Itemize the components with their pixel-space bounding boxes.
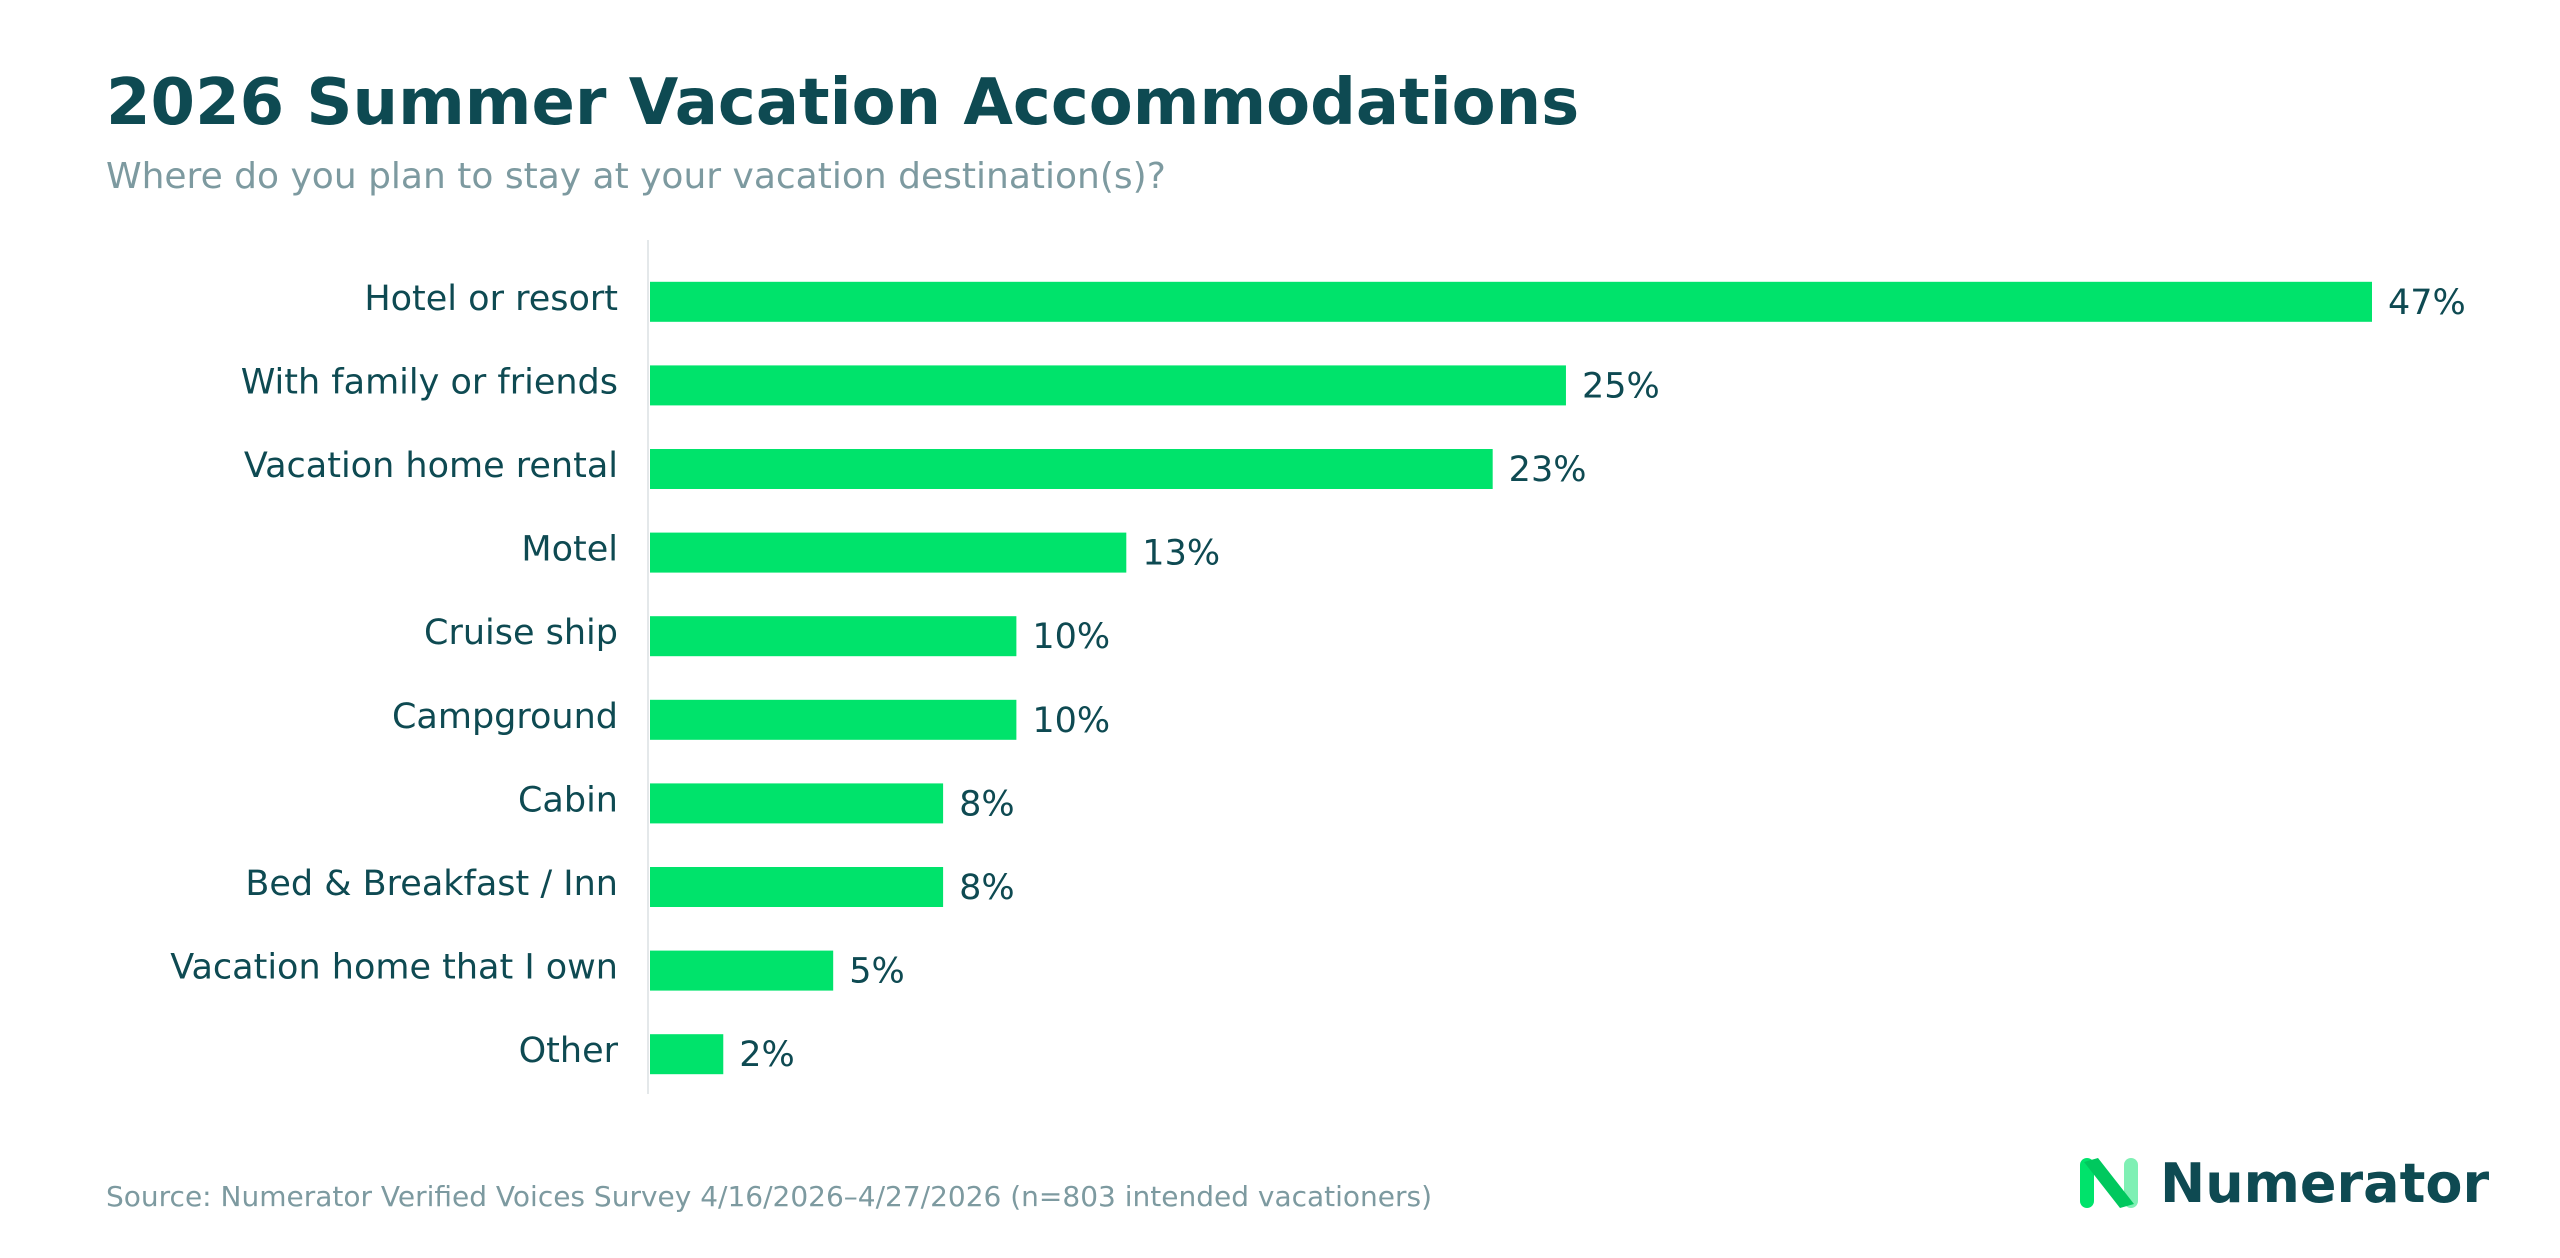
numerator-logo: Numerator [2078, 1148, 2489, 1218]
bar [650, 699, 1017, 740]
value-label: 2% [739, 1035, 795, 1075]
category-label: Vacation home rental [244, 446, 618, 486]
chart-subtitle: Where do you plan to stay at your vacati… [106, 156, 1166, 197]
bar [650, 783, 944, 824]
category-label: Campground [392, 697, 618, 737]
brand-name: Numerator [2160, 1151, 2490, 1215]
bars-group: Hotel or resort 47% With family or friends… [170, 279, 2466, 1075]
bar [650, 616, 1017, 657]
category-label: With family or friends [241, 362, 618, 402]
numerator-n-icon [2080, 1158, 2138, 1208]
value-label: 8% [959, 784, 1015, 824]
value-label: 8% [959, 868, 1015, 908]
category-label: Vacation home that I own [170, 948, 618, 988]
value-label: 5% [849, 952, 905, 992]
category-label: Cruise ship [424, 613, 618, 653]
bar [650, 950, 834, 991]
bar [650, 281, 2372, 322]
chart-title: 2026 Summer Vacation Accommodations [106, 66, 1580, 140]
value-label: 25% [1582, 366, 1660, 406]
category-label: Motel [521, 530, 618, 570]
bar [650, 1034, 724, 1075]
bar [650, 449, 1493, 489]
source-note: Source: Numerator Verified Voices Survey… [106, 1180, 1433, 1213]
bar [650, 532, 1127, 573]
bar [650, 867, 944, 907]
category-label: Bed & Breakfast / Inn [245, 864, 618, 904]
category-label: Cabin [518, 780, 618, 820]
bar [650, 365, 1566, 406]
category-label: Other [519, 1031, 619, 1071]
value-label: 10% [1032, 701, 1110, 741]
value-label: 10% [1032, 617, 1110, 657]
value-label: 23% [1509, 450, 1587, 490]
category-label: Hotel or resort [364, 279, 618, 319]
value-label: 47% [2388, 283, 2466, 323]
value-label: 13% [1142, 534, 1220, 574]
bar-chart: Hotel or resort 47% With family or friends… [170, 240, 2466, 1094]
